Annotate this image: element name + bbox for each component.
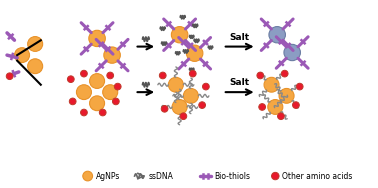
Text: Salt: Salt	[229, 78, 250, 87]
Text: Salt: Salt	[229, 33, 250, 42]
Circle shape	[6, 73, 13, 80]
Circle shape	[203, 83, 209, 90]
Circle shape	[89, 30, 105, 47]
Circle shape	[171, 27, 188, 43]
Circle shape	[14, 48, 29, 63]
Circle shape	[104, 47, 120, 63]
Circle shape	[186, 45, 203, 61]
Circle shape	[168, 77, 183, 92]
Circle shape	[107, 72, 113, 79]
Circle shape	[28, 37, 43, 51]
Circle shape	[160, 72, 166, 79]
Circle shape	[183, 88, 198, 103]
Circle shape	[279, 88, 294, 103]
Circle shape	[83, 171, 93, 181]
Circle shape	[271, 172, 279, 180]
Circle shape	[103, 85, 118, 100]
Circle shape	[67, 76, 74, 83]
Circle shape	[293, 102, 299, 108]
Circle shape	[81, 70, 87, 77]
Circle shape	[90, 96, 105, 111]
Circle shape	[199, 102, 206, 108]
Circle shape	[269, 27, 285, 43]
Circle shape	[284, 44, 301, 61]
Circle shape	[264, 77, 279, 92]
Circle shape	[189, 70, 196, 77]
Circle shape	[172, 100, 187, 114]
Circle shape	[259, 104, 266, 110]
Circle shape	[81, 109, 87, 116]
Circle shape	[69, 98, 76, 105]
Circle shape	[180, 113, 187, 120]
Circle shape	[28, 59, 43, 74]
Text: Bio-thiols: Bio-thiols	[215, 172, 251, 180]
Circle shape	[90, 74, 105, 88]
Circle shape	[161, 105, 168, 112]
Circle shape	[76, 85, 91, 100]
Text: AgNPs: AgNPs	[96, 172, 120, 180]
Text: ssDNA: ssDNA	[149, 172, 174, 180]
Circle shape	[112, 98, 119, 105]
Circle shape	[99, 109, 106, 116]
Circle shape	[257, 72, 264, 79]
Text: Other amino acids: Other amino acids	[282, 172, 352, 180]
Circle shape	[277, 113, 284, 120]
Circle shape	[281, 70, 288, 77]
Circle shape	[114, 83, 121, 90]
Circle shape	[296, 83, 303, 90]
Circle shape	[268, 100, 283, 114]
